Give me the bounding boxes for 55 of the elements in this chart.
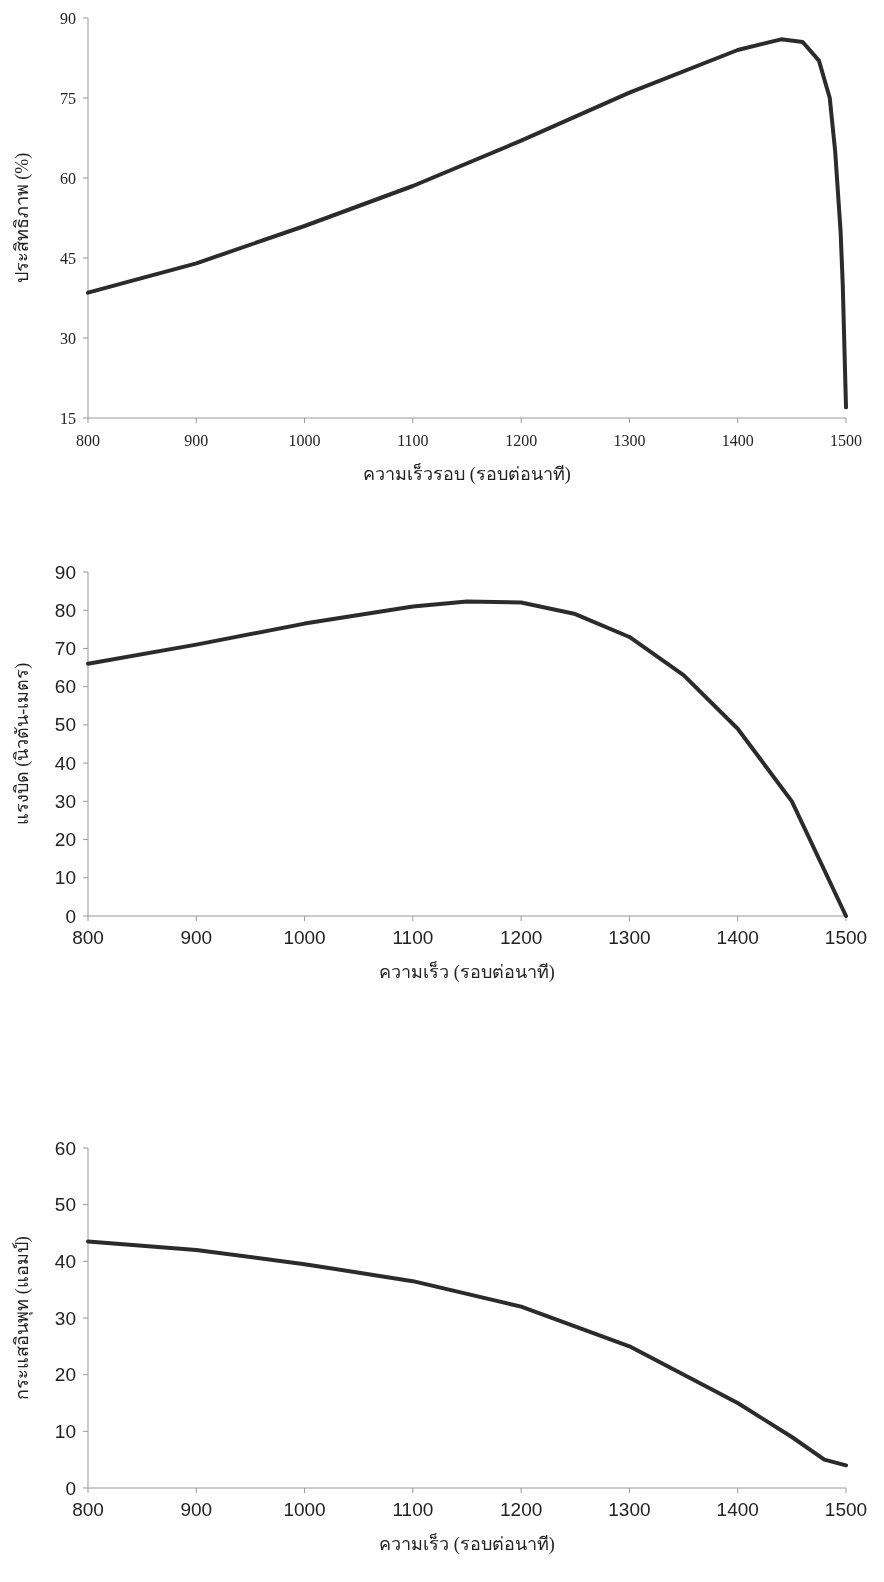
- x-tick-label: 1000: [283, 1499, 326, 1520]
- line-series: [86, 37, 848, 410]
- x-tick-label: 1400: [716, 1499, 759, 1520]
- y-tick-label: 90: [60, 9, 76, 27]
- y-axis-title: แรงบิด (นิวตัน-เมตร): [12, 662, 33, 826]
- x-tick-label: 1200: [500, 1499, 543, 1520]
- y-tick-label: 30: [60, 329, 76, 347]
- y-tick-label: 60: [54, 1137, 76, 1159]
- x-tick-label: 1200: [500, 927, 543, 948]
- x-tick-label: 1400: [721, 432, 754, 449]
- y-tick-label: 15: [60, 409, 76, 427]
- y-tick-label: 40: [54, 1250, 76, 1272]
- x-tick-label: 1100: [392, 1499, 434, 1520]
- x-tick-label: 900: [180, 927, 213, 948]
- x-tick-label: 800: [72, 1499, 104, 1520]
- x-tick-label: 1500: [830, 432, 862, 449]
- y-tick-label: 30: [54, 790, 76, 812]
- y-tick-label: 0: [65, 905, 76, 927]
- x-tick-label: 1000: [283, 927, 326, 948]
- y-tick-label: 40: [54, 752, 76, 774]
- y-tick-label: 60: [60, 169, 76, 187]
- x-tick-label: 900: [184, 432, 209, 449]
- y-tick-label: 10: [54, 867, 76, 889]
- x-tick-label: 1100: [392, 927, 434, 948]
- y-tick-label: 60: [54, 676, 76, 698]
- x-tick-label: 900: [180, 1499, 213, 1520]
- y-tick-label: 70: [54, 637, 76, 659]
- x-tick-label: 1100: [397, 432, 429, 449]
- x-tick-label: 800: [72, 927, 104, 948]
- y-axis-title: ประสิทธิภาพ (%): [12, 152, 33, 284]
- x-axis-title: ความเร็ว (รอบต่อนาที): [379, 1532, 555, 1555]
- y-tick-label: 50: [54, 1194, 76, 1216]
- y-tick-label: 20: [54, 1364, 76, 1386]
- y-tick-label: 90: [54, 561, 76, 583]
- y-tick-label: 20: [54, 829, 76, 851]
- y-tick-label: 0: [65, 1477, 76, 1499]
- x-tick-label: 1300: [608, 927, 651, 948]
- y-tick-label: 45: [60, 249, 76, 267]
- x-tick-label: 1200: [505, 432, 538, 449]
- line-series: [86, 1239, 848, 1468]
- x-axis-title: ความเร็วรอบ (รอบต่อนาที): [363, 462, 571, 485]
- x-tick-label: 1000: [288, 432, 321, 449]
- x-tick-label: 1500: [824, 927, 868, 948]
- y-tick-label: 75: [60, 89, 76, 107]
- y-tick-label: 10: [54, 1420, 76, 1442]
- x-axis-title: ความเร็ว (รอบต่อนาที): [379, 960, 555, 983]
- x-tick-label: 1500: [824, 1499, 868, 1520]
- y-tick-label: 50: [54, 714, 76, 736]
- x-tick-label: 1300: [613, 432, 646, 449]
- y-tick-label: 80: [54, 599, 76, 621]
- x-tick-label: 1400: [716, 927, 759, 948]
- x-tick-label: 800: [76, 432, 100, 449]
- y-axis-title: กระแสอินพุท (แอมป์): [12, 1236, 33, 1400]
- y-tick-label: 30: [54, 1307, 76, 1329]
- x-tick-label: 1300: [608, 1499, 651, 1520]
